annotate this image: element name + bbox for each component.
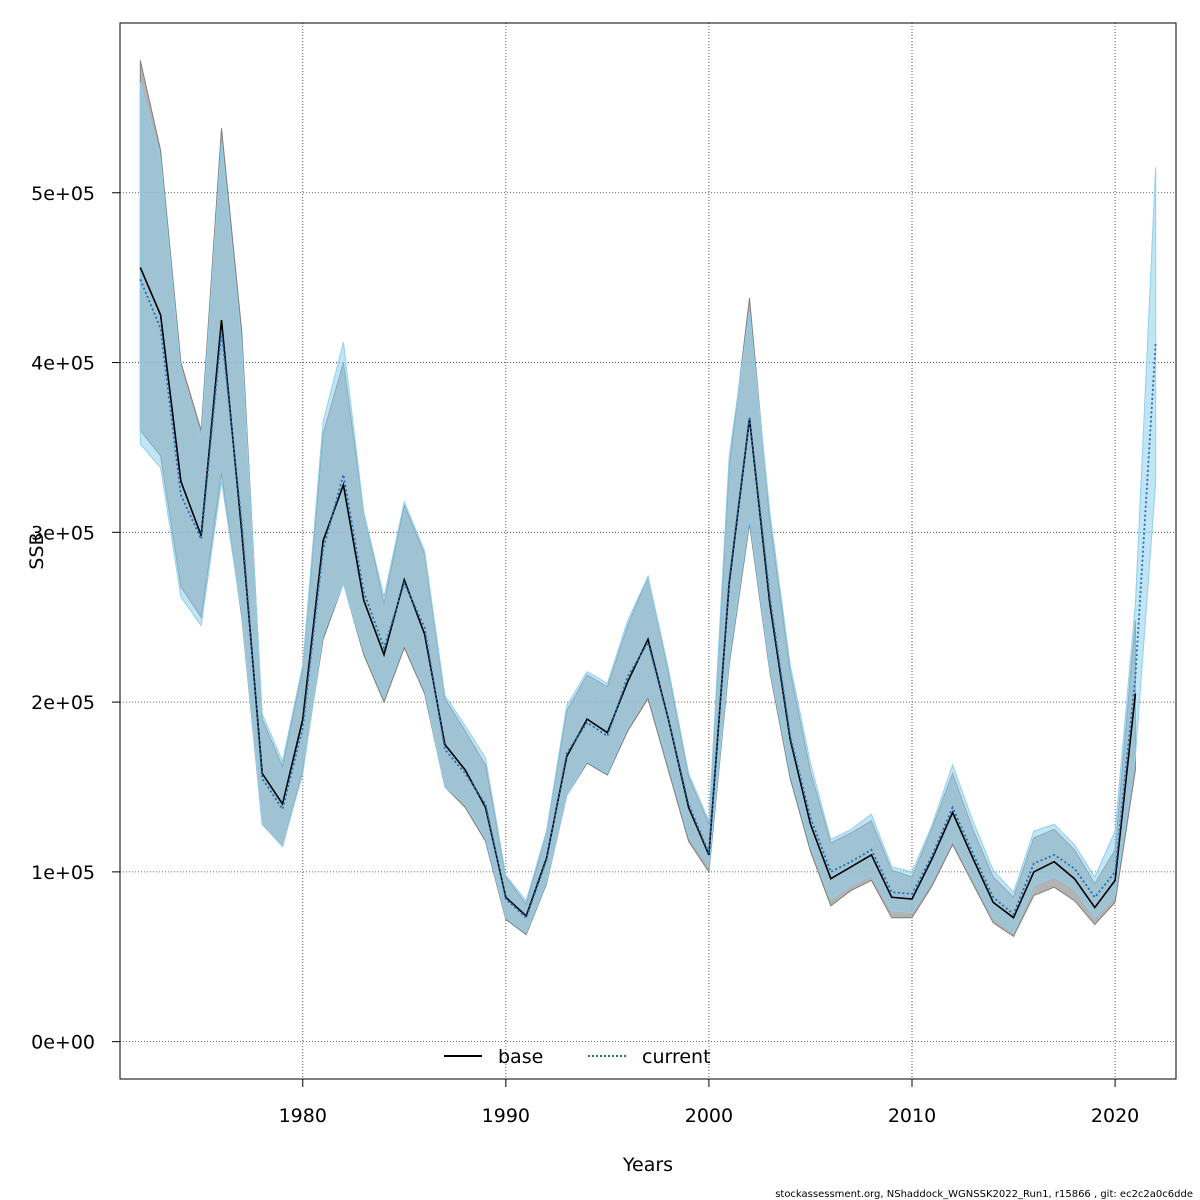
x-tick-label: 1990	[482, 1105, 530, 1127]
x-tick-label: 2000	[685, 1105, 733, 1127]
y-axis-title: SSB	[26, 532, 48, 569]
y-tick-label: 4e+05	[31, 353, 95, 375]
x-tick-label: 1980	[279, 1105, 327, 1127]
y-tick-label: 0e+00	[31, 1032, 95, 1054]
series-lines	[139, 267, 1157, 920]
legend-base-label: base	[498, 1046, 543, 1068]
x-tick-label: 2010	[888, 1105, 936, 1127]
y-tick-label: 5e+05	[31, 183, 95, 205]
x-tick-label: 2020	[1091, 1105, 1139, 1127]
footnote: stockassessment.org, NShaddock_WGNSSK202…	[775, 1189, 1193, 1200]
y-tick-label: 3e+05	[31, 522, 95, 544]
x-axis-title: Years	[622, 1154, 673, 1176]
x-axis: 1980 1990 2000 2010 2020	[279, 1079, 1139, 1127]
y-tick-label: 1e+05	[31, 862, 95, 884]
y-axis: 0e+00 1e+05 2e+05 3e+05 4e+05 5e+05	[31, 183, 120, 1054]
legend: base current	[444, 1046, 711, 1068]
y-tick-label: 2e+05	[31, 692, 95, 714]
legend-current-label: current	[642, 1046, 711, 1068]
plot-frame	[119, 22, 1177, 1080]
current-confidence-band	[139, 82, 1157, 934]
